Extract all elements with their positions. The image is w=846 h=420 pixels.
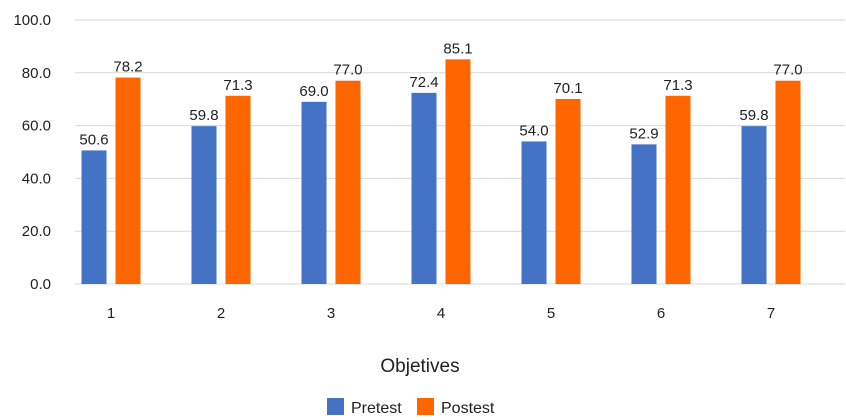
bar-pretest-5 [521,141,547,284]
bar-pretest-3 [301,101,327,284]
bar-postest-7 [775,80,801,284]
bar-postest-5 [555,98,581,284]
legend: Pretest Postest [327,398,495,417]
bar-postest-4 [445,59,471,284]
y-axis-ticks: 0.0 20.0 40.0 60.0 80.0 100.0 [13,12,51,293]
bar-postest-3 [335,80,361,284]
legend-swatch-pretest [327,398,344,415]
data-label-pretest-6: 52.9 [629,125,658,142]
y-tick-label: 40.0 [22,170,51,187]
x-axis-title: Objetives [380,356,459,377]
bar-postest-2 [225,95,251,284]
bar-postest-1 [115,77,141,284]
x-tick-label: 1 [107,305,115,322]
y-tick-label: 80.0 [22,65,51,82]
bar-pretest-6 [631,144,657,284]
x-tick-label: 7 [767,305,775,322]
x-axis-ticks: 1 2 3 4 5 6 7 [107,305,775,322]
x-tick-label: 2 [217,305,225,322]
x-tick-label: 5 [547,305,555,322]
bar-pretest-2 [191,126,217,285]
data-label-pretest-5: 54.0 [519,122,548,139]
x-tick-label: 6 [657,305,665,322]
bars [81,59,801,285]
data-label-postest-3: 77.0 [333,62,362,79]
x-tick-label: 3 [327,305,335,322]
data-label-pretest-1: 50.6 [79,131,108,148]
data-label-pretest-4: 72.4 [409,74,438,91]
bar-pretest-1 [81,150,107,284]
data-label-pretest-2: 59.8 [189,107,218,124]
data-labels: 50.6 78.2 59.8 71.3 69.0 77.0 72.4 85.1 54.0 70.1… [79,40,802,148]
data-label-pretest-7: 59.8 [739,107,768,124]
data-label-postest-5: 70.1 [553,80,582,97]
legend-label-postest: Postest [441,400,495,417]
bar-pretest-7 [741,126,767,285]
data-label-pretest-3: 69.0 [299,83,328,100]
y-tick-label: 20.0 [22,223,51,240]
y-tick-label: 100.0 [13,12,51,29]
y-tick-label: 0.0 [30,276,51,293]
y-tick-label: 60.0 [22,118,51,135]
legend-label-pretest: Pretest [351,400,402,417]
data-label-postest-4: 85.1 [443,40,472,57]
legend-swatch-postest [417,398,434,415]
data-label-postest-7: 77.0 [773,62,802,79]
data-label-postest-1: 78.2 [113,59,142,76]
bar-pretest-4 [411,92,437,284]
data-label-postest-2: 71.3 [223,77,252,94]
x-tick-label: 4 [437,305,445,322]
bar-postest-6 [665,95,691,284]
data-label-postest-6: 71.3 [663,77,692,94]
